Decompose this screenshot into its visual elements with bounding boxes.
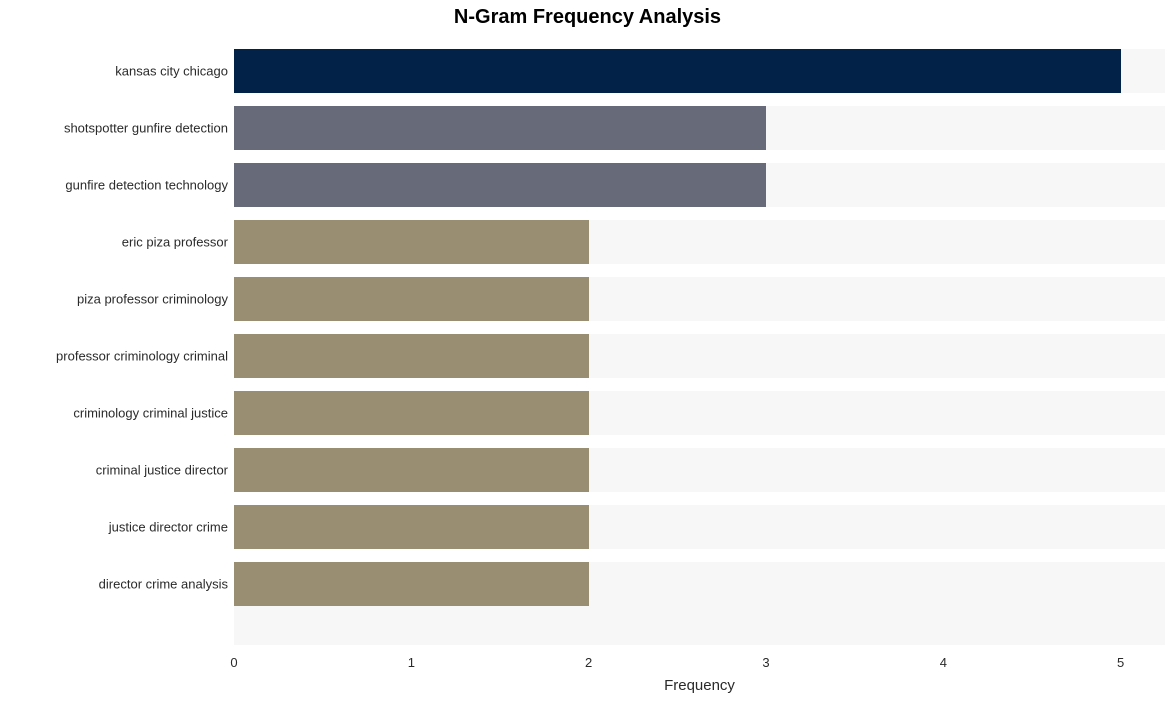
chart-bar [234,49,1121,93]
y-tick-label: kansas city chicago [115,64,228,79]
x-tick-label: 1 [408,655,415,670]
ngram-frequency-chart: N-Gram Frequency Analysis Frequency kans… [0,0,1175,701]
chart-row-gap [234,378,1165,391]
chart-row-band [234,277,1165,321]
chart-row-gap [234,549,1165,562]
chart-row-gap [234,207,1165,220]
chart-row-band [234,163,1165,207]
chart-bar [234,334,589,378]
chart-bar [234,505,589,549]
y-tick-label: director crime analysis [99,577,228,592]
y-tick-label: criminal justice director [96,463,228,478]
chart-row-band [234,220,1165,264]
chart-title: N-Gram Frequency Analysis [0,6,1175,29]
x-tick-label: 2 [585,655,592,670]
y-tick-label: justice director crime [109,520,228,535]
y-tick-label: criminology criminal justice [73,406,228,421]
chart-bar [234,163,766,207]
chart-row-band [234,448,1165,492]
x-tick-label: 4 [940,655,947,670]
chart-row-band [234,391,1165,435]
chart-row-gap [234,321,1165,334]
chart-top-pad [234,35,1165,49]
y-tick-label: piza professor criminology [77,292,228,307]
chart-bar [234,220,589,264]
chart-row-band [234,505,1165,549]
x-tick-label: 5 [1117,655,1124,670]
chart-row-band [234,106,1165,150]
chart-row-gap [234,93,1165,106]
chart-row-gap [234,264,1165,277]
y-tick-label: shotspotter gunfire detection [64,121,228,136]
x-tick-label: 0 [230,655,237,670]
chart-row-gap [234,492,1165,505]
y-tick-label: professor criminology criminal [56,349,228,364]
chart-row-band [234,49,1165,93]
x-axis-title: Frequency [234,677,1165,694]
y-tick-label: eric piza professor [122,235,228,250]
x-tick-label: 3 [762,655,769,670]
y-tick-label: gunfire detection technology [65,178,228,193]
chart-bar [234,106,766,150]
plot-area: Frequency kansas city chicagoshotspotter… [234,35,1165,645]
chart-bar [234,277,589,321]
chart-bar [234,448,589,492]
chart-row-gap [234,435,1165,448]
chart-bottom-pad [234,606,1165,645]
chart-bar [234,562,589,606]
chart-row-band [234,562,1165,606]
chart-bar [234,391,589,435]
chart-row-gap [234,150,1165,163]
chart-row-band [234,334,1165,378]
